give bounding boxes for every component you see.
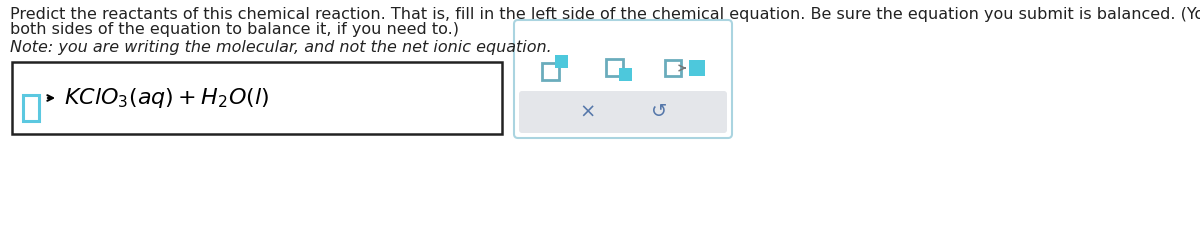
FancyBboxPatch shape	[514, 20, 732, 138]
Bar	[665, 60, 682, 76]
Bar	[12, 62, 502, 134]
Bar	[541, 62, 558, 79]
Text: ×: ×	[580, 103, 595, 121]
Bar	[606, 58, 623, 76]
Bar	[618, 68, 631, 80]
Bar	[689, 60, 706, 76]
Bar	[23, 95, 38, 121]
Text: Note: you are writing the molecular, and not the net ionic equation.: Note: you are writing the molecular, and…	[10, 40, 552, 55]
FancyBboxPatch shape	[520, 91, 727, 133]
Bar	[554, 54, 568, 68]
Text: ↺: ↺	[650, 103, 667, 121]
Text: Predict the reactants of this chemical reaction. That is, fill in the left side : Predict the reactants of this chemical r…	[10, 7, 1200, 22]
Text: $\mathit{KClO_3(aq) + H_2O(l)}$: $\mathit{KClO_3(aq) + H_2O(l)}$	[64, 86, 269, 110]
Text: both sides of the equation to balance it, if you need to.): both sides of the equation to balance it…	[10, 22, 458, 37]
